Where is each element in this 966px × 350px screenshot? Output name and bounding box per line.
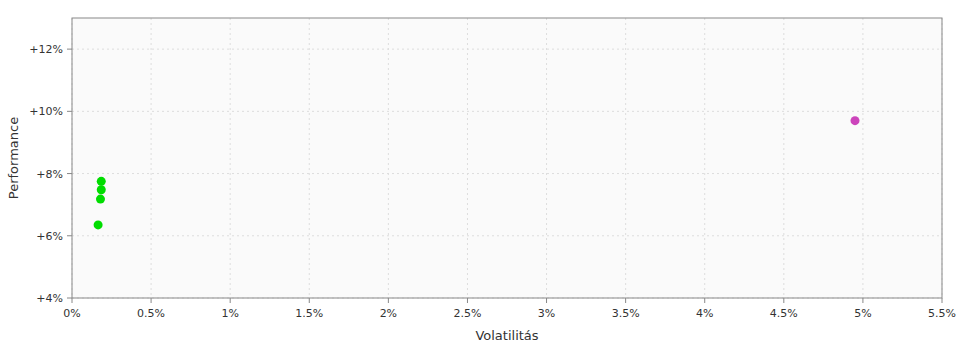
grid-line-x	[704, 18, 705, 298]
chart-container: 0% 0.5% 1% 1.5% 2% 2.5% 3% 3.5% 4% 4.5% 5% 5.5% +4% +…	[0, 0, 966, 350]
tick-label-x: 3%	[538, 307, 555, 320]
grid-line-x	[388, 18, 389, 298]
tick-label-x: 4%	[696, 307, 713, 320]
grid-line-x	[467, 18, 468, 298]
tick-x	[72, 298, 73, 303]
tick-label-x: 5%	[854, 307, 871, 320]
tick-label-y: +8%	[36, 168, 63, 181]
grid-line-y	[72, 235, 942, 236]
grid-line-x	[862, 18, 863, 298]
point	[851, 116, 860, 125]
tick-x	[862, 298, 863, 303]
tick-label-x: 4.5%	[770, 307, 798, 320]
tick-y	[67, 111, 72, 112]
tick-label-y: +12%	[29, 43, 63, 56]
y-axis-label: Performance	[6, 117, 21, 199]
tick-label-x: 0%	[63, 307, 80, 320]
point	[97, 177, 106, 186]
point	[96, 195, 105, 204]
tick-x	[546, 298, 547, 303]
grid-line-x	[625, 18, 626, 298]
tick-x	[704, 298, 705, 303]
grid-line-y	[72, 49, 942, 50]
grid-line-x	[230, 18, 231, 298]
grid-line-x	[546, 18, 547, 298]
tick-label-y: +4%	[36, 292, 63, 305]
grid-line-x	[783, 18, 784, 298]
tick-label-x: 2%	[380, 307, 397, 320]
data-points	[94, 116, 860, 229]
tick-label-y: +10%	[29, 105, 63, 118]
tick-y	[67, 298, 72, 299]
point	[94, 220, 103, 229]
tick-label-x: 0.5%	[137, 307, 165, 320]
tick-label-x: 1%	[221, 307, 238, 320]
tick-label-x: 2.5%	[453, 307, 481, 320]
tick-x	[388, 298, 389, 303]
tick-label-y: +6%	[36, 230, 63, 243]
axes: 0% 0.5% 1% 1.5% 2% 2.5% 3% 3.5% 4% 4.5% 5% 5.5% +4% +…	[29, 43, 956, 320]
tick-y	[67, 173, 72, 174]
tick-y	[67, 235, 72, 236]
tick-label-x: 3.5%	[612, 307, 640, 320]
point	[97, 185, 106, 194]
tick-x	[467, 298, 468, 303]
series	[94, 177, 106, 230]
tick-x	[151, 298, 152, 303]
grid	[72, 18, 942, 298]
series	[851, 116, 860, 125]
tick-x	[309, 298, 310, 303]
tick-label-x: 5.5%	[928, 307, 956, 320]
grid-line-x	[151, 18, 152, 298]
plot-frame	[72, 18, 942, 298]
tick-x	[230, 298, 231, 303]
x-axis-label: Volatilitás	[475, 328, 538, 343]
grid-line-x	[309, 18, 310, 298]
tick-x	[942, 298, 943, 303]
tick-label-x: 1.5%	[295, 307, 323, 320]
tick-x	[783, 298, 784, 303]
tick-x	[625, 298, 626, 303]
grid-line-y	[72, 173, 942, 174]
plot-area	[72, 18, 942, 298]
grid-line-y	[72, 111, 942, 112]
tick-y	[67, 49, 72, 50]
chart: 0% 0.5% 1% 1.5% 2% 2.5% 3% 3.5% 4% 4.5% 5% 5.5% +4% +…	[0, 0, 966, 350]
